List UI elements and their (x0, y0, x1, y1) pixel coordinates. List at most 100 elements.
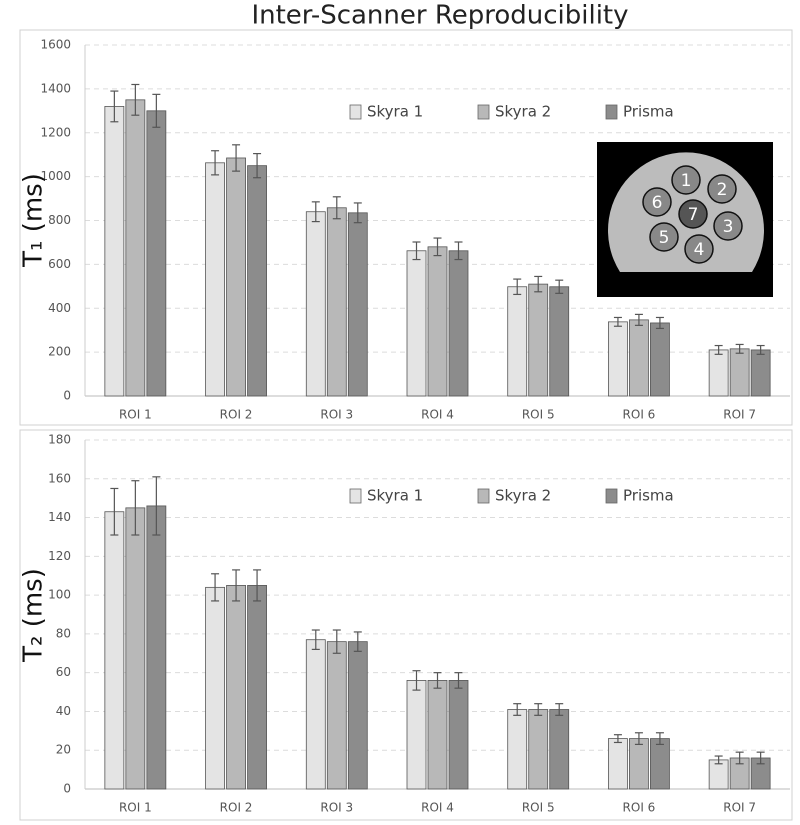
roi-label: 3 (723, 217, 734, 237)
bar (305, 639, 326, 790)
legend-swatch (605, 488, 618, 504)
error-bar (513, 703, 522, 716)
bar (608, 738, 628, 790)
bar (729, 348, 750, 397)
x-tick-label: ROI 3 (320, 801, 353, 815)
x-tick-label: ROI 4 (421, 801, 454, 815)
legend-label: Skyra 1 (367, 487, 423, 505)
error-bar (211, 150, 220, 176)
y-tick-label: 40 (56, 704, 71, 718)
roi-circle (671, 165, 701, 195)
bar (247, 165, 267, 397)
legend-swatch (349, 104, 362, 120)
y-axis-label: T₁ (ms) (19, 173, 49, 268)
bar (629, 319, 649, 397)
y-tick-label: 80 (56, 626, 71, 640)
error-bar (534, 275, 543, 293)
roi-circle (642, 187, 672, 217)
legend-swatch (477, 104, 490, 120)
bar (125, 507, 146, 790)
bar (549, 709, 570, 790)
roi-label: 5 (659, 228, 670, 248)
error-bar (311, 629, 320, 651)
error-bar (253, 152, 262, 179)
y-tick-label: 600 (48, 257, 71, 271)
panel-frame (19, 429, 793, 821)
legend-label: Prisma (623, 487, 674, 505)
error-bar (655, 732, 664, 746)
bar (146, 505, 167, 790)
y-tick-label: 180 (48, 433, 71, 447)
legend-label: Skyra 2 (495, 487, 551, 505)
error-bar (634, 313, 643, 326)
roi-circle (678, 199, 708, 229)
error-bar (332, 629, 341, 654)
error-bar (232, 569, 241, 602)
y-tick-label: 200 (48, 345, 71, 359)
bar (406, 250, 427, 397)
error-bar (513, 278, 522, 296)
roi-circle (707, 174, 737, 204)
x-tick-label: ROI 7 (723, 801, 756, 815)
bar (650, 738, 670, 790)
error-bar (412, 241, 421, 261)
bar (448, 680, 469, 790)
roi-circle (713, 211, 743, 241)
error-bar (634, 732, 643, 746)
error-bar (655, 316, 664, 330)
error-bar (454, 672, 463, 689)
error-bar (555, 279, 564, 294)
error-bar (110, 90, 119, 123)
roi-circle (684, 234, 714, 264)
x-tick-label: ROI 2 (220, 801, 253, 815)
error-bar (714, 755, 723, 765)
y-tick-label: 60 (56, 665, 71, 679)
legend-label: Prisma (623, 103, 674, 121)
bar (226, 157, 246, 397)
bar (305, 211, 326, 397)
x-tick-label: ROI 2 (220, 408, 253, 422)
y-axis-label: T₂ (ms) (19, 568, 49, 663)
y-tick-label: 0 (63, 782, 71, 796)
bar (125, 99, 146, 397)
error-bar (211, 573, 220, 602)
y-tick-label: 1200 (40, 125, 71, 139)
error-bar (756, 751, 765, 765)
x-tick-label: ROI 5 (522, 801, 555, 815)
y-tick-label: 140 (48, 510, 71, 524)
bar (750, 349, 771, 397)
bar (507, 709, 528, 790)
x-tick-label: ROI 6 (623, 408, 656, 422)
roi-label: 7 (688, 205, 699, 225)
error-bar (110, 487, 119, 536)
x-tick-label: ROI 4 (421, 408, 454, 422)
y-tick-label: 100 (48, 588, 71, 602)
bar (205, 586, 225, 790)
roi-circle (649, 222, 679, 252)
roi-label: 2 (717, 180, 728, 200)
error-bar (613, 316, 622, 327)
legend-swatch (477, 488, 490, 504)
legend-swatch (349, 488, 362, 504)
error-bar (735, 343, 744, 354)
roi-label: 4 (694, 240, 705, 260)
bar (406, 680, 427, 790)
error-bar (735, 751, 744, 765)
y-tick-label: 400 (48, 301, 71, 315)
y-tick-label: 0 (63, 389, 71, 403)
error-bar (613, 734, 622, 744)
y-tick-label: 20 (56, 743, 71, 757)
bar (104, 106, 125, 397)
bar (326, 641, 347, 790)
error-bar (131, 83, 140, 116)
error-bar (332, 196, 341, 220)
bar (146, 110, 167, 397)
legend-swatch (605, 104, 618, 120)
error-bar (353, 631, 362, 652)
panel-frame (19, 29, 793, 426)
error-bar (714, 344, 723, 355)
bar (347, 212, 368, 397)
error-bar (353, 202, 362, 224)
error-bar (433, 672, 442, 689)
error-bar (311, 201, 320, 223)
